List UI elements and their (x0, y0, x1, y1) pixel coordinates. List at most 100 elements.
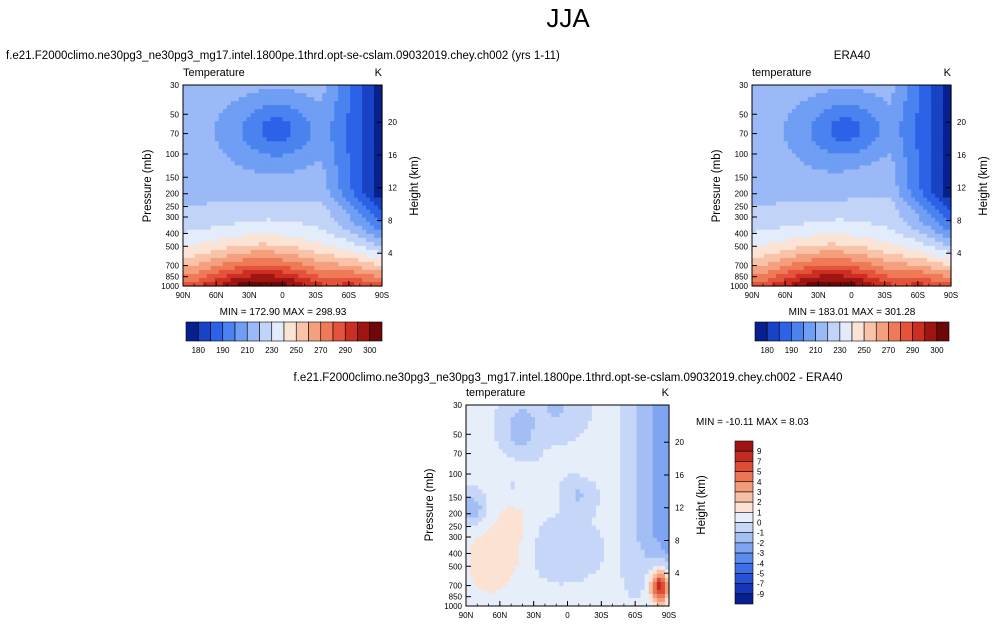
heatmap-cell (759, 141, 765, 146)
heatmap-cell (915, 217, 920, 223)
heatmap-cell (250, 121, 256, 126)
heatmap-cell (779, 253, 785, 259)
heatmap-cell (875, 189, 880, 195)
heatmap-cell (246, 129, 252, 134)
heatmap-cell (262, 229, 268, 235)
heatmap-cell (819, 241, 825, 247)
heatmap-cell (246, 117, 252, 122)
heatmap-cell (859, 237, 865, 243)
heatmap-cell (791, 197, 797, 203)
heatmap-cell (370, 209, 375, 215)
heatmap-cell (214, 225, 220, 231)
heatmap-cell (907, 89, 912, 94)
heatmap-cell (811, 93, 817, 98)
heatmap-cell (374, 281, 379, 287)
heatmap-cell (306, 269, 311, 275)
heatmap-cell (234, 273, 240, 279)
heatmap-cell (851, 193, 857, 199)
heatmap-cell (226, 157, 232, 162)
heatmap-cell (803, 257, 809, 263)
heatmap-cell (767, 133, 773, 138)
heatmap-cell (278, 281, 284, 287)
heatmap-cell (246, 245, 252, 251)
heatmap-cell (791, 125, 797, 130)
heatmap-cell (859, 153, 865, 158)
heatmap-cell (839, 85, 845, 90)
heatmap-cell (819, 277, 825, 283)
heatmap-cell (915, 261, 920, 267)
heatmap-cell (831, 269, 837, 275)
heatmap-cell (843, 169, 849, 175)
heatmap-cell (338, 161, 343, 166)
heatmap-cell (318, 213, 323, 219)
heatmap-cell (238, 257, 244, 263)
heatmap-cell (795, 161, 801, 166)
heatmap-cell (883, 273, 888, 279)
heatmap-cell (815, 217, 821, 223)
heatmap-cell (183, 189, 188, 195)
heatmap-cell (799, 145, 805, 150)
heatmap-cell (811, 181, 817, 187)
heatmap-cell (194, 225, 200, 231)
heatmap-cell (823, 181, 829, 187)
heatmap-cell (907, 93, 912, 98)
heatmap-cell (183, 153, 188, 158)
heatmap-cell (294, 261, 300, 267)
heatmap-cell (883, 89, 888, 94)
heatmap-cell (362, 229, 367, 235)
heatmap-cell (891, 217, 896, 223)
heatmap-cell (246, 225, 252, 231)
heatmap-cell (883, 237, 888, 243)
heatmap-cell (338, 197, 343, 203)
heatmap-cell (895, 257, 900, 263)
heatmap-cell (378, 193, 383, 199)
heatmap-cell (218, 109, 224, 114)
heatmap-cell (198, 177, 204, 183)
heatmap-cell (923, 85, 928, 90)
colorbar-swatch (259, 321, 273, 342)
heatmap-cell (326, 253, 331, 259)
heatmap-cell (863, 169, 869, 175)
heatmap-cell (879, 137, 884, 142)
heatmap-cell (879, 105, 884, 110)
heatmap-cell (222, 105, 228, 110)
heatmap-cell (242, 133, 248, 138)
heatmap-cell (807, 265, 813, 271)
heatmap-cell (238, 97, 244, 102)
heatmap-cell (330, 141, 335, 146)
heatmap-cell (358, 197, 363, 203)
heatmap-cell (242, 261, 248, 267)
heatmap-cell (250, 201, 256, 207)
heatmap-cell (318, 157, 323, 162)
heatmap-cell (843, 177, 849, 183)
heatmap-cell (210, 237, 216, 243)
heatmap-cell (827, 89, 833, 94)
heatmap-cell (903, 273, 908, 279)
heatmap-cell (859, 201, 865, 207)
heatmap-cell (903, 209, 908, 215)
heatmap-cell (911, 89, 916, 94)
heatmap-cell (883, 157, 888, 162)
heatmap-cell (374, 241, 379, 247)
heatmap-cell (935, 197, 940, 203)
heatmap-cell (214, 129, 220, 134)
heatmap-cell (851, 201, 857, 207)
heatmap-cell (887, 189, 892, 195)
heatmap-cell (819, 129, 825, 134)
heatmap-cell (823, 93, 829, 98)
heatmap-cell (258, 85, 264, 90)
heatmap-cell (935, 213, 940, 219)
heatmap-cell (230, 261, 236, 267)
heatmap-cell (294, 237, 300, 243)
heatmap-cell (334, 281, 339, 287)
heatmap-cell (274, 209, 280, 215)
heatmap-cell (827, 137, 833, 142)
heatmap-cell (787, 209, 793, 215)
heatmap-cell (787, 149, 793, 154)
heatmap-cell (234, 261, 240, 267)
heatmap-cell (278, 133, 284, 138)
heatmap-cell (342, 89, 347, 94)
heatmap-cell (799, 277, 805, 283)
heatmap-cell (338, 149, 343, 154)
heatmap-cell (887, 153, 892, 158)
